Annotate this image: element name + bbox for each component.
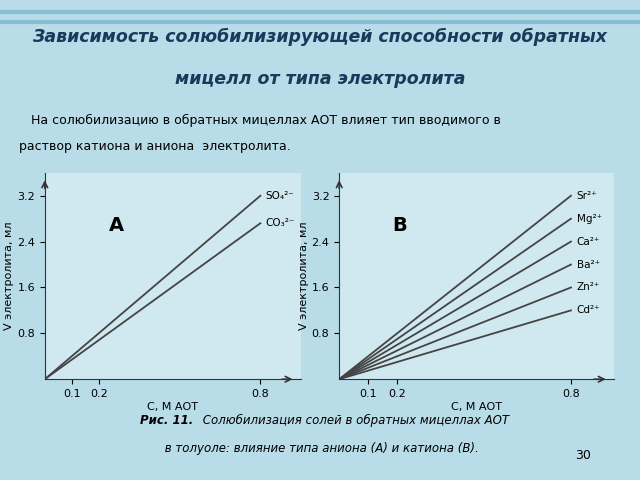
Text: SO₄²⁻: SO₄²⁻ — [266, 191, 294, 201]
Text: 30: 30 — [575, 449, 591, 463]
Text: в толуоле: влияние типа аниона (А) и катиона (В).: в толуоле: влияние типа аниона (А) и кат… — [161, 442, 479, 455]
Text: раствор катиона и аниона  электролита.: раствор катиона и аниона электролита. — [19, 140, 291, 153]
Text: CO₃²⁻: CO₃²⁻ — [266, 218, 295, 228]
X-axis label: С, М АОТ: С, М АОТ — [451, 402, 502, 412]
Text: Zn²⁺: Zn²⁺ — [577, 282, 600, 292]
Text: Sr²⁺: Sr²⁺ — [577, 191, 597, 201]
Text: Зависимость солюбилизирующей способности обратных: Зависимость солюбилизирующей способности… — [33, 27, 607, 46]
Y-axis label: V электролита, мл: V электролита, мл — [4, 222, 15, 330]
Text: На солюбилизацию в обратных мицеллах АОТ влияет тип вводимого в: На солюбилизацию в обратных мицеллах АОТ… — [19, 113, 501, 127]
Text: Ba²⁺: Ba²⁺ — [577, 260, 600, 270]
Text: B: B — [392, 216, 407, 235]
Text: Рис. 11.: Рис. 11. — [140, 414, 193, 427]
X-axis label: С, М АОТ: С, М АОТ — [147, 402, 198, 412]
Y-axis label: V электролита, мл: V электролита, мл — [299, 222, 309, 330]
Text: A: A — [109, 216, 124, 235]
Text: Cd²⁺: Cd²⁺ — [577, 305, 600, 315]
Text: Солюбилизация солей в обратных мицеллах АОТ: Солюбилизация солей в обратных мицеллах … — [199, 414, 509, 427]
Text: Ca²⁺: Ca²⁺ — [577, 237, 600, 247]
Text: Mg²⁺: Mg²⁺ — [577, 214, 602, 224]
Text: мицелл от типа электролита: мицелл от типа электролита — [175, 70, 465, 88]
